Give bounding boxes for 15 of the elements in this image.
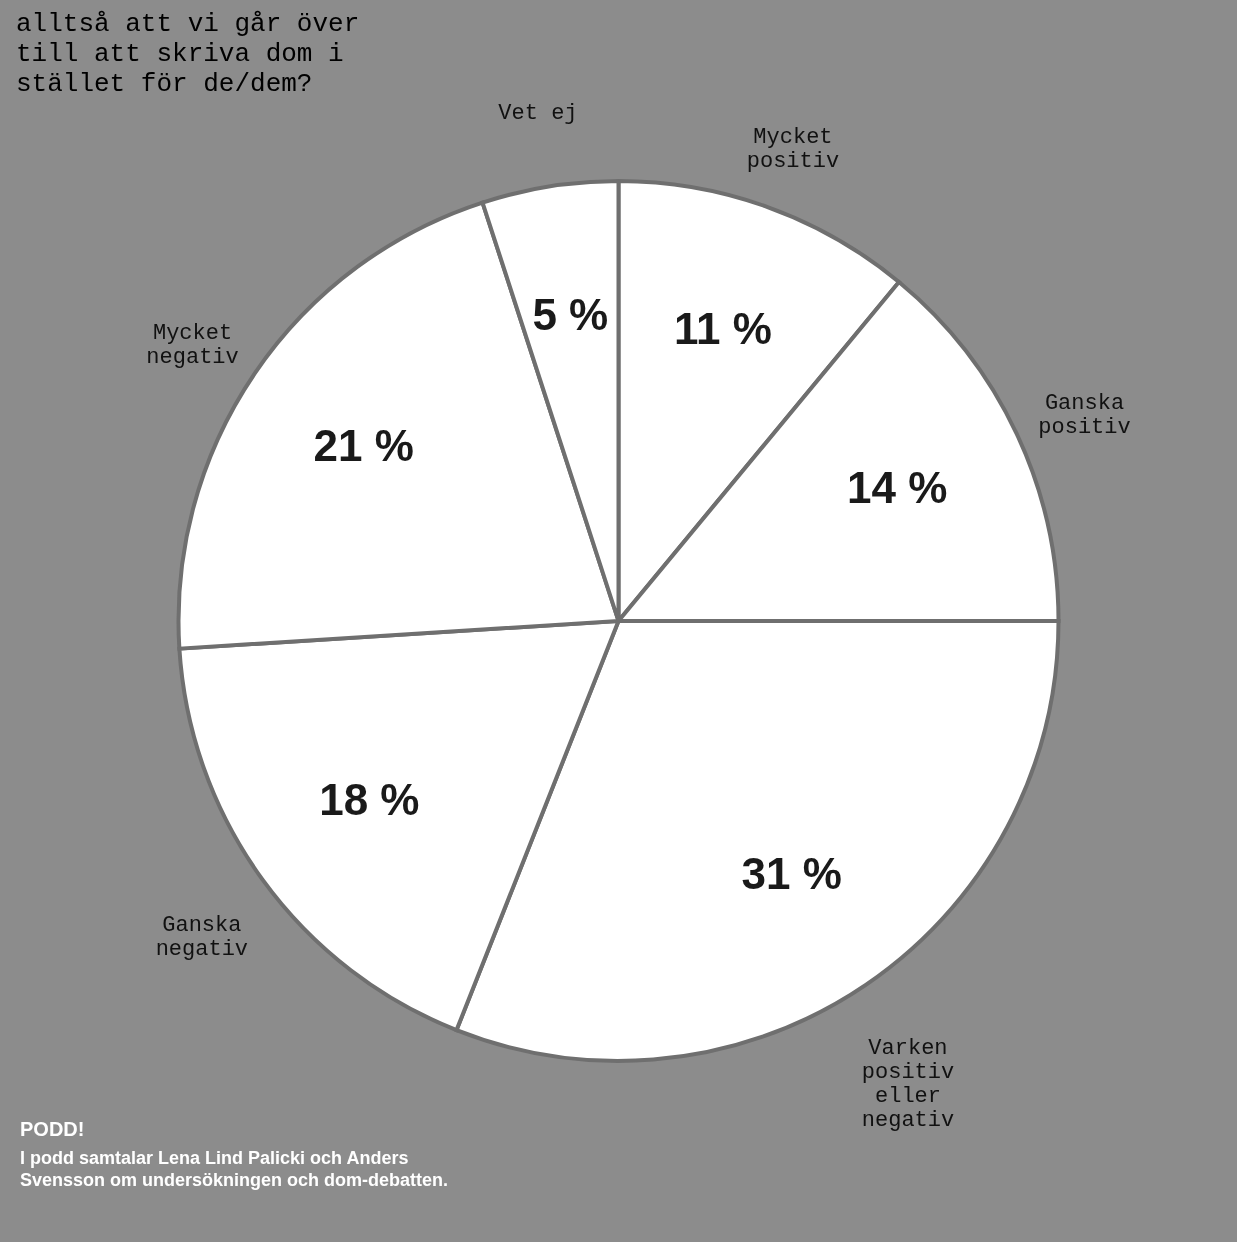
data-label: 18 % bbox=[319, 775, 420, 825]
data-label: 31 % bbox=[741, 848, 842, 898]
slice-label: Ganska positiv bbox=[1038, 390, 1131, 440]
data-label: 14 % bbox=[847, 462, 948, 512]
data-label: 5 % bbox=[532, 289, 609, 339]
slice-label: Vet ej bbox=[498, 101, 578, 127]
text: I podd samtalar Lena Lind Palicki och Anders Svensson om undersökningen och dom-debatten. bbox=[20, 1148, 449, 1190]
text: PODD! bbox=[20, 1118, 85, 1140]
data-label: 11 % bbox=[673, 304, 772, 354]
slice-label: Mycket positiv bbox=[746, 125, 840, 175]
slice-label: Varken positiv eller negativ bbox=[861, 1035, 955, 1133]
chart-title: alltså att vi går över till att skriva dom i stället för de/dem? bbox=[16, 9, 360, 99]
data-label: 21 % bbox=[313, 420, 414, 470]
slice-label: Ganska negativ bbox=[155, 912, 249, 962]
slice-label: Mycket negativ bbox=[146, 320, 239, 370]
